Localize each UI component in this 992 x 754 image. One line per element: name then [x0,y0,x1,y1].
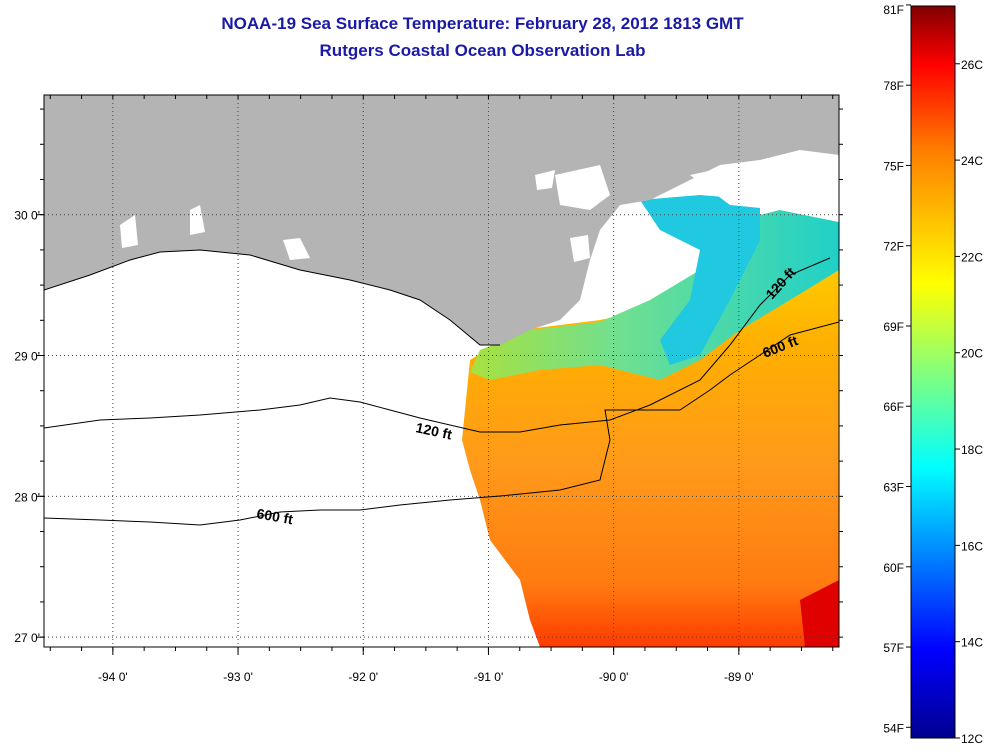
colorbar-gradient [910,5,956,739]
map-graticule [44,95,839,647]
colorbar-f-label: 66F [883,400,904,414]
colorbar-c-label: 12C [961,732,983,746]
lake-small-4 [120,215,138,248]
colorbar-c-label: 14C [961,636,983,650]
map-frame [43,94,840,648]
colorbar-f-label: 81F [883,3,904,17]
lat-axis: 27 0' 28 0' 29 0' 30 0' [14,108,843,645]
colorbar-c-label: 22C [961,250,983,264]
lake-small-1 [535,170,555,190]
lon-tick-label: -89 0' [724,670,754,684]
lon-axis: -94 0' -93 0' -92 0' -91 0' -90 0' -89 0' [49,95,834,684]
lon-tick-label: -94 0' [98,670,128,684]
colorbar-f-label: 75F [883,159,904,173]
sst-cold-plume [640,195,760,365]
colorbar-c-label: 26C [961,58,983,72]
lat-tick-label: 30 0' [14,209,40,223]
coastline [44,249,500,346]
contour-label-600ft-west: 600 ft [255,505,294,527]
colorbar-c-label: 24C [961,154,983,168]
lat-tick-label: 29 0' [14,350,40,364]
land-mass [44,95,839,345]
sst-hot-corner [800,580,839,647]
colorbar-f-label: 78F [883,79,904,93]
lon-tick-label: -92 0' [348,670,378,684]
map-title: NOAA-19 Sea Surface Temperature: Februar… [221,14,744,33]
colorbar-c-label: 18C [961,443,983,457]
lake-pontchartrain [555,165,610,210]
lon-tick-label: -90 0' [599,670,629,684]
colorbar-c-label: 16C [961,539,983,553]
lon-tick-label: -93 0' [223,670,253,684]
lon-tick-label: -91 0' [474,670,504,684]
lat-tick-label: 27 0' [14,631,40,645]
colorbar-f-label: 72F [883,240,904,254]
lake-small-2 [570,235,590,262]
cloud-east [690,160,839,222]
colorbar-c-label: 20C [961,347,983,361]
map-subtitle: Rutgers Coastal Ocean Observation Lab [319,41,646,60]
contour-label-120ft-west: 120 ft [414,419,453,442]
colorbar-f-label: 60F [883,561,904,575]
contour-600ft [44,321,839,526]
lat-tick-label: 28 0' [14,490,40,504]
lake-small-3 [283,238,310,260]
colorbar-f-label: 54F [883,721,904,735]
colorbar-f-label: 57F [883,641,904,655]
colorbar-f-label: 69F [883,320,904,334]
colorbar-f-label: 63F [883,481,904,495]
colorbar-ticks: 81F 78F 75F 72F 69F 66F 63F 60F 57F 54F 26C 24C 22C 2… [883,3,983,746]
contour-120ft [44,257,831,433]
lake-small-5 [190,205,205,235]
